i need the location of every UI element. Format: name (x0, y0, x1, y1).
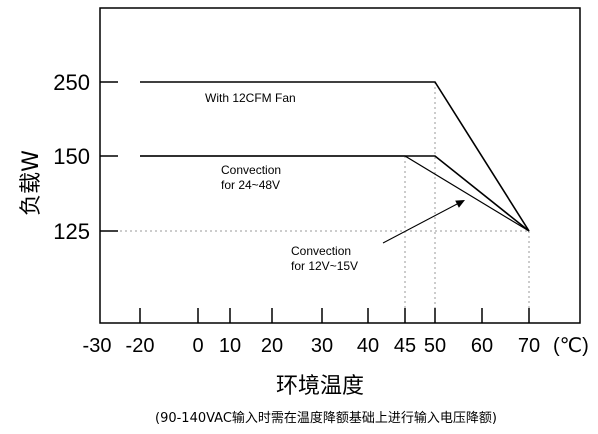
x-tick-label-40: 40 (357, 335, 379, 357)
x-tick-label-60: 60 (471, 335, 493, 357)
annotation-3-line-2: for 12V~15V (291, 259, 358, 273)
annotation-2-line-1: Convection (221, 163, 281, 177)
x-tick-label-20: 20 (261, 335, 283, 357)
series-line-3 (140, 155, 530, 232)
y-tick-label-250: 250 (53, 70, 90, 95)
annotation-arrow (382, 202, 460, 244)
y-tick-label-125: 125 (53, 219, 90, 244)
y-axis-title: 负载W (19, 150, 44, 216)
series-line-2 (140, 155, 530, 232)
x-tick-label-70: 70 (518, 335, 540, 357)
annotation-arrow-head (455, 200, 465, 208)
x-axis-unit: (℃) (553, 335, 589, 357)
y-axis-ticks: 250 150 125 (53, 70, 118, 244)
annotation-2-line-2: for 24~48V (221, 178, 280, 192)
annotation-1-line-1: With 12CFM Fan (205, 91, 296, 105)
x-tick-label--30: -30 (83, 335, 112, 357)
series-line-1 (140, 81, 530, 232)
reference-lines (100, 82, 530, 323)
series-lines (140, 81, 530, 232)
footnote: (90-140VAC输入时需在温度降额基础上进行输入电压降额) (155, 410, 497, 426)
plot-frame (99, 7, 581, 324)
x-axis-title: 环境温度 (276, 374, 364, 399)
x-tick-label-50: 50 (424, 335, 446, 357)
x-tick-label-0: 0 (192, 335, 203, 357)
x-tick-label-10: 10 (219, 335, 241, 357)
x-tick-label--20: -20 (126, 335, 155, 357)
y-tick-label-150: 150 (53, 144, 90, 169)
x-tick-label-45: 45 (394, 335, 416, 357)
x-axis-ticks: -30 -20 0 10 20 30 40 45 50 60 70 (83, 308, 540, 357)
annotation-3-line-1: Convection (291, 244, 351, 258)
x-tick-label-30: 30 (311, 335, 333, 357)
